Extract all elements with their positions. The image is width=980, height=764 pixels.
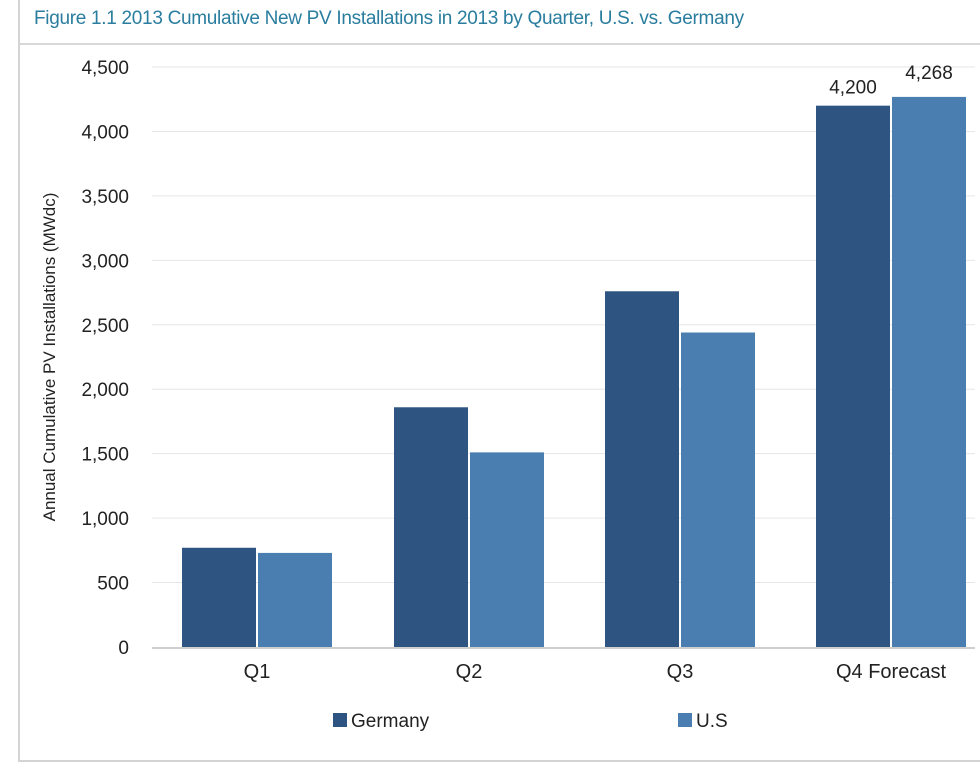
y-tick-label: 2,000 [81, 380, 129, 401]
bar-germany-q1 [182, 547, 256, 647]
y-tick-label: 0 [118, 638, 129, 659]
y-tick-label: 4,000 [81, 122, 129, 143]
y-tick-label: 1,000 [81, 509, 129, 530]
bar-u-s-q1 [258, 552, 332, 647]
y-tick-label: 3,000 [81, 251, 129, 272]
data-label: 4,268 [905, 63, 953, 84]
y-tick-label: 4,500 [81, 58, 129, 79]
legend-swatch [333, 713, 347, 727]
legend-label: Germany [351, 711, 430, 732]
caption-divider [20, 43, 980, 45]
data-label: 4,200 [829, 78, 877, 99]
y-tick-label: 500 [97, 574, 129, 595]
x-tick-label: Q1 [244, 661, 271, 683]
bar-u-s-q2 [470, 452, 544, 647]
legend-swatch [678, 713, 692, 727]
x-tick-label: Q4 Forecast [836, 661, 946, 683]
bar-germany-q4-forecast [816, 105, 890, 647]
bar-u-s-q3 [681, 332, 755, 647]
bar-germany-q3 [605, 291, 679, 647]
y-tick-label: 1,500 [81, 445, 129, 466]
x-tick-label: Q2 [456, 661, 483, 683]
y-tick-label: 2,500 [81, 316, 129, 337]
bar-u-s-q4-forecast [892, 96, 966, 647]
y-axis-title: Annual Cumulative PV Installations (MWdc… [40, 193, 59, 522]
x-tick-label: Q3 [667, 661, 694, 683]
y-tick-label: 3,500 [81, 187, 129, 208]
legend-label: U.S [696, 711, 728, 732]
bar-germany-q2 [394, 407, 468, 647]
figure-caption: Figure 1.1 2013 Cumulative New PV Instal… [34, 8, 744, 29]
